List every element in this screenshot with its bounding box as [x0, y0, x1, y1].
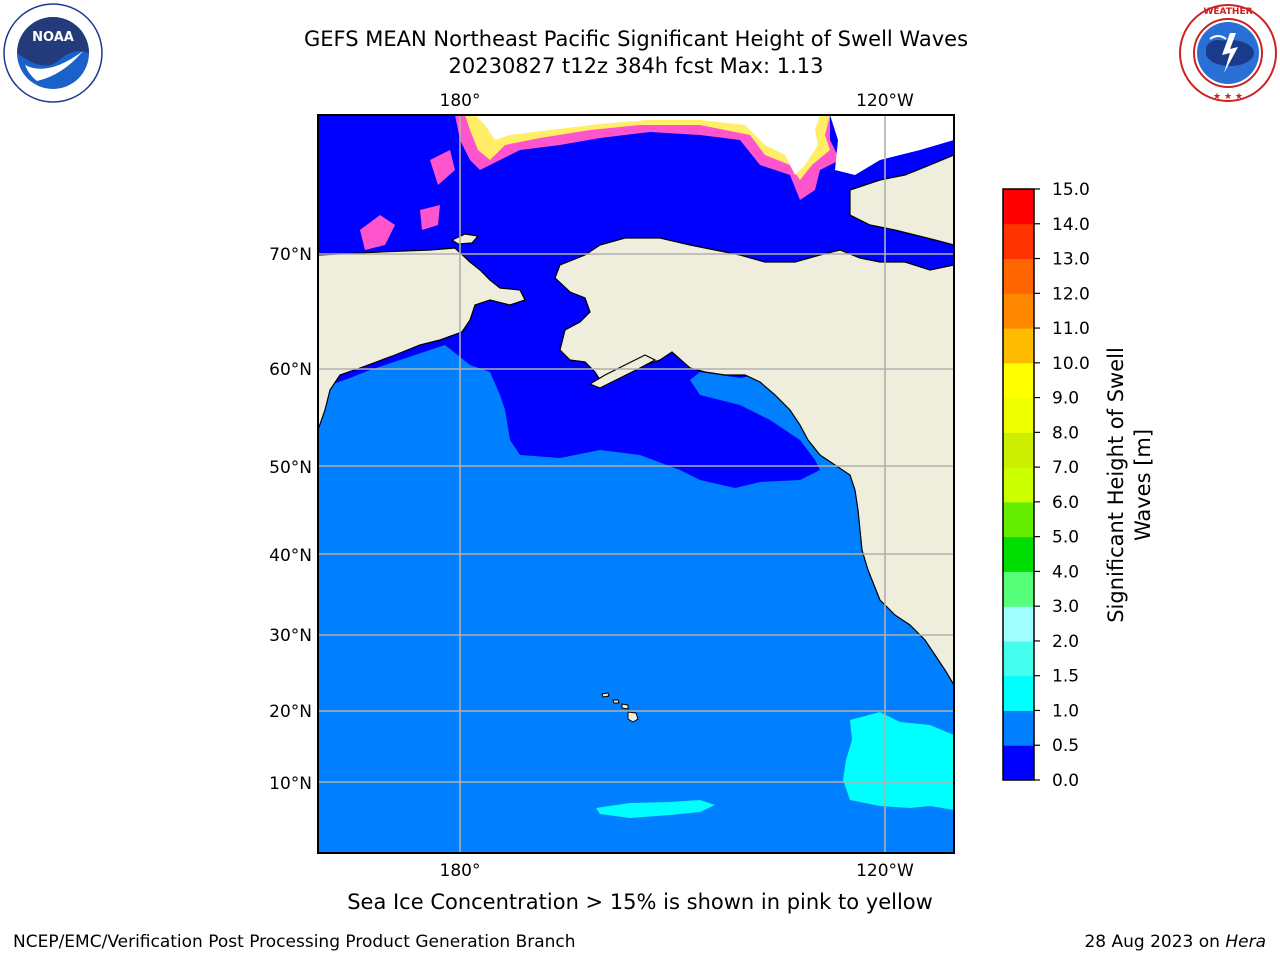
land-canadian-islands — [849, 154, 954, 246]
colorbar-band — [1003, 710, 1034, 746]
footer-date-text: 28 Aug 2023 on — [1084, 932, 1226, 952]
lat-label-30n: 30°N — [269, 626, 312, 646]
sea-ice-caption: Sea Ice Concentration > 15% is shown in … — [347, 890, 933, 914]
colorbar-tick-label: 10.0 — [1052, 354, 1090, 374]
colorbar-tick-label: 14.0 — [1052, 215, 1090, 235]
colorbar-tick-label: 1.5 — [1052, 667, 1079, 687]
colorbar-tick-label: 12.0 — [1052, 284, 1090, 304]
lat-label-70n: 70°N — [269, 245, 312, 265]
land-alaska-peninsula — [588, 354, 657, 389]
colorbar-band — [1003, 467, 1034, 503]
footer-date: 28 Aug 2023 on Hera — [1084, 932, 1266, 952]
noaa-logo-icon: NOAA — [3, 3, 103, 103]
lon-label-bottom-180: 180° — [440, 861, 481, 881]
colorbar-tick-label: 6.0 — [1052, 493, 1079, 513]
sea-ice-pink — [455, 115, 840, 200]
colorbar-band — [1003, 640, 1034, 677]
map-frame — [317, 114, 955, 854]
colorbar-band — [1003, 432, 1034, 468]
colorbar-band — [1003, 397, 1034, 433]
colorbar-band — [1003, 328, 1034, 364]
colorbar-tick-label: 3.0 — [1052, 597, 1079, 617]
lat-label-60n: 60°N — [269, 360, 312, 380]
colorbar-band — [1003, 501, 1034, 538]
colorbar-band — [1003, 293, 1034, 329]
swell-cyan-east — [843, 712, 954, 810]
colorbar-band — [1003, 258, 1034, 294]
footer-machine: Hera — [1225, 932, 1266, 952]
colorbar-band — [1003, 745, 1034, 781]
swell-cyan-west — [596, 800, 715, 818]
colorbar-tick-label: 15.0 — [1052, 180, 1090, 200]
lat-label-20n: 20°N — [269, 702, 312, 722]
colorbar-tick-label: 0.0 — [1052, 771, 1079, 791]
colorbar-band — [1003, 571, 1034, 607]
chart-title: GEFS MEAN Northeast Pacific Significant … — [303, 27, 969, 51]
colorbar-tick-label: 4.0 — [1052, 562, 1079, 582]
colorbar-tick-label: 1.0 — [1052, 701, 1079, 721]
colorbar-tick-label: 9.0 — [1052, 389, 1079, 409]
colorbar-tick-label: 11.0 — [1052, 319, 1090, 339]
colorbar-label-line1: Significant Height of Swell — [1104, 347, 1128, 623]
nws-logo-icon: WEATHER ★ ★ ★ — [1179, 4, 1277, 102]
colorbar-frame — [1002, 188, 1035, 781]
lon-label-top-180: 180° — [440, 91, 481, 111]
colorbar-label-line2: Waves [m] — [1131, 429, 1155, 541]
colorbar-tick-label: 0.5 — [1052, 736, 1079, 756]
colorbar-tick-label: 8.0 — [1052, 423, 1079, 443]
land-wrangel-island — [450, 233, 480, 245]
footer-credit: NCEP/EMC/Verification Post Processing Pr… — [13, 932, 576, 952]
sea-ice-pink-nw — [360, 150, 455, 250]
colorbar-band — [1003, 536, 1034, 572]
sea-ice-white-ne — [830, 115, 954, 175]
noaa-logo-text: NOAA — [32, 30, 74, 45]
colorbar-ticks: 0.0 0.5 1.0 1.5 2.0 3.0 4.0 5.0 6.0 7.0 8.0 9.0 10.0… — [1034, 180, 1090, 791]
lon-label-top-120w: 120°W — [856, 91, 914, 111]
lon-label-bottom-120w: 120°W — [856, 861, 914, 881]
svg-text:★ ★ ★: ★ ★ ★ — [1213, 92, 1243, 102]
colorbar-band — [1003, 189, 1034, 225]
svg-text:WEATHER: WEATHER — [1203, 7, 1252, 17]
lat-label-10n: 10°N — [269, 774, 312, 794]
colorbar-tick-label: 5.0 — [1052, 528, 1079, 548]
lat-label-40n: 40°N — [269, 546, 312, 566]
colorbar-tick-label: 13.0 — [1052, 250, 1090, 270]
colorbar-tick-label: 2.0 — [1052, 632, 1079, 652]
colorbar — [1003, 189, 1034, 781]
colorbar-band — [1003, 675, 1034, 711]
colorbar-band — [1003, 223, 1034, 260]
graticule — [318, 115, 954, 853]
sea-ice-white — [475, 115, 820, 175]
lat-label-50n: 50°N — [269, 458, 312, 478]
sea-ice-yellow — [465, 115, 830, 180]
land-hawaii — [601, 692, 639, 723]
colorbar-tick-label: 7.0 — [1052, 458, 1079, 478]
land-siberia — [318, 247, 526, 431]
chart-subtitle: 20230827 t12z 384h fcst Max: 1.13 — [448, 54, 824, 78]
map-plot-area — [318, 115, 954, 853]
colorbar-band — [1003, 606, 1034, 642]
colorbar-band — [1003, 362, 1034, 399]
